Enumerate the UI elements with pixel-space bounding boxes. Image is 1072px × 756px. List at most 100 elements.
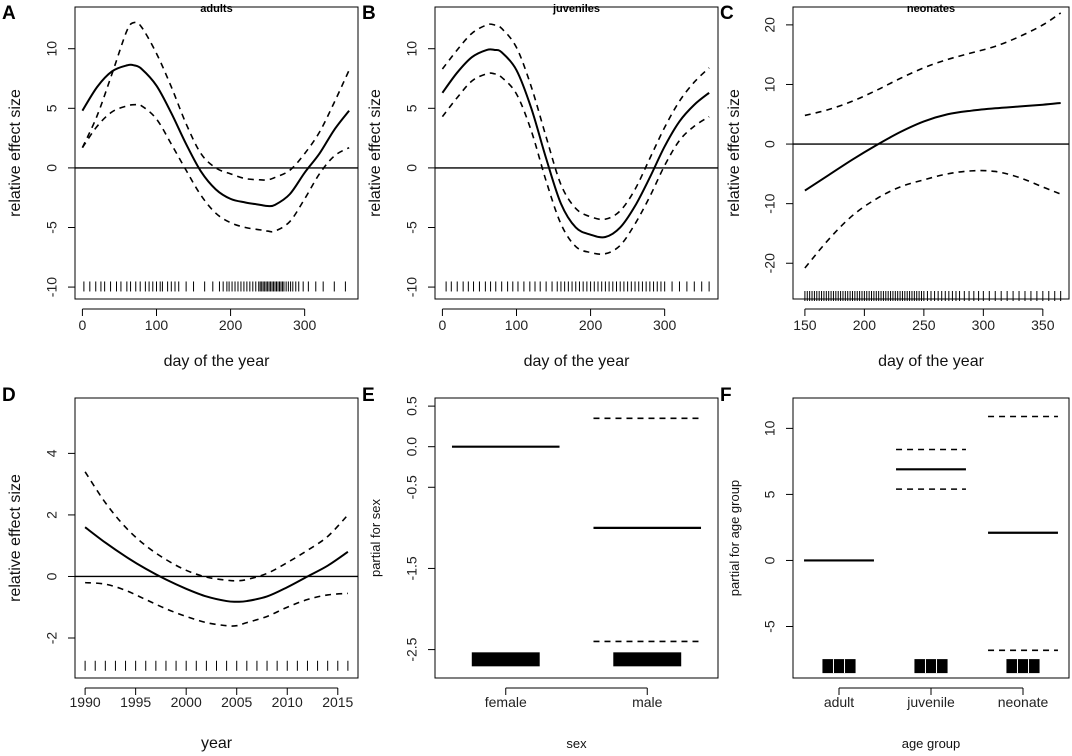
series-lower-line	[85, 581, 348, 627]
x-tick-label: female	[485, 694, 527, 710]
panel-c: -20 -10 0 10 20 150 200 250 300 350 day of the yea…	[726, 3, 1070, 370]
y-tick-label: 10	[44, 41, 60, 57]
x-tick-label: 200	[579, 317, 603, 333]
series-fit-line	[804, 101, 1061, 192]
series-fit-line	[441, 48, 710, 239]
plot-frame	[792, 6, 1070, 300]
y-tick-label: -10	[762, 193, 778, 213]
plot-frame	[74, 397, 359, 679]
x-axis-title: day of the year	[524, 353, 631, 370]
y-tick-label: 20	[762, 17, 778, 33]
rug-block-adult	[822, 659, 856, 674]
x-tick-label: 0	[439, 317, 447, 333]
y-axis-title: relative effect size	[726, 89, 743, 217]
y-tick-label: 0	[44, 572, 60, 580]
series-upper-line	[81, 21, 350, 181]
x-tick-label: 100	[505, 317, 529, 333]
rug-block-juvenile	[914, 659, 948, 674]
series-upper-line	[441, 23, 710, 221]
y-tick-label: 0	[44, 164, 60, 172]
y-tick-label: -1.5	[404, 556, 420, 580]
x-axis-title: day of the year	[164, 353, 271, 370]
y-tick-label: 5	[44, 104, 60, 112]
x-tick-label: 2010	[272, 694, 303, 710]
plot-frame	[434, 397, 719, 679]
x-tick-label: 1995	[120, 694, 151, 710]
y-tick-label: 0.5	[404, 396, 420, 416]
x-axis-title: sex	[566, 736, 587, 751]
y-axis-title: partial for age group	[727, 480, 742, 596]
y-tick-label: 10	[762, 76, 778, 92]
series-lower-line	[441, 72, 710, 255]
plot-frame	[434, 6, 719, 300]
panel-d: -2 0 2 4 1990 1995 2000 2005 2010 2015 year relativ…	[7, 397, 359, 752]
y-axis-title: relative effect size	[7, 89, 24, 217]
plot-frame	[792, 397, 1070, 679]
x-tick-label: adult	[824, 694, 854, 710]
rug-block-female	[471, 652, 540, 667]
panel-letter-a: A	[2, 3, 16, 24]
y-tick-label: 0	[762, 556, 778, 564]
series-fit-line	[81, 63, 350, 208]
y-tick-label: 10	[762, 420, 778, 436]
plot-frame	[74, 6, 359, 300]
y-tick-label: 2	[44, 511, 60, 519]
x-tick-label: 2005	[221, 694, 252, 710]
x-tick-label: 300	[293, 317, 317, 333]
x-axis-title: day of the year	[878, 353, 985, 370]
x-tick-label: neonate	[998, 694, 1049, 710]
panel-letter-c: C	[720, 3, 734, 24]
series-lower-line	[81, 103, 350, 233]
x-tick-label: 300	[653, 317, 677, 333]
x-tick-label: 2000	[171, 694, 202, 710]
rug-block-neonate	[1006, 659, 1040, 674]
panel-letter-e: E	[362, 385, 375, 406]
panel-letter-d: D	[2, 385, 16, 406]
y-tick-label: -5	[404, 221, 420, 234]
panel-f: -5 0 5 10 age group partial for age group adul…	[727, 397, 1070, 751]
series-upper-line	[804, 12, 1062, 117]
y-axis-title: partial for sex	[368, 498, 383, 577]
x-tick-label: 150	[793, 317, 817, 333]
panel-title: neonates	[907, 3, 955, 15]
series-lower-line	[804, 169, 1061, 269]
panel-title: adults	[200, 3, 232, 15]
x-axis-title: age group	[902, 736, 961, 751]
x-tick-label: 200	[853, 317, 877, 333]
y-tick-label: -0.5	[404, 475, 420, 499]
x-tick-label: 250	[912, 317, 936, 333]
series-upper-line	[84, 471, 349, 582]
x-tick-label: 100	[145, 317, 169, 333]
rug-block-male	[613, 652, 682, 667]
y-tick-label: -2	[44, 632, 60, 645]
y-tick-label: 5	[762, 490, 778, 498]
panel-e: -2.5 -1.5 -0.5 0.0 0.5 sex partial for sex fema…	[368, 396, 719, 751]
y-axis-title: relative effect size	[7, 474, 24, 602]
x-tick-label: male	[632, 694, 663, 710]
y-tick-label: 0.0	[404, 437, 420, 457]
x-axis-title: year	[201, 735, 233, 752]
series-fit-line	[84, 526, 349, 603]
x-tick-label: 350	[1031, 317, 1055, 333]
y-tick-label: 0	[404, 164, 420, 172]
x-tick-label: 0	[79, 317, 87, 333]
panel-title: juveniles	[552, 3, 600, 15]
panel-letter-b: B	[362, 3, 376, 24]
y-tick-label: -20	[762, 253, 778, 273]
y-axis-title: relative effect size	[367, 89, 384, 217]
y-tick-label: -5	[762, 620, 778, 633]
y-tick-label: 4	[44, 449, 60, 457]
x-tick-label: 1990	[70, 694, 101, 710]
x-tick-label: juvenile	[906, 694, 955, 710]
y-tick-label: 5	[404, 104, 420, 112]
panel-letter-f: F	[720, 385, 732, 406]
y-tick-label: 0	[762, 140, 778, 148]
y-tick-label: -5	[44, 221, 60, 234]
y-tick-label: -2.5	[404, 637, 420, 661]
x-tick-label: 200	[219, 317, 243, 333]
y-tick-label: -10	[404, 277, 420, 297]
y-tick-label: 10	[404, 41, 420, 57]
